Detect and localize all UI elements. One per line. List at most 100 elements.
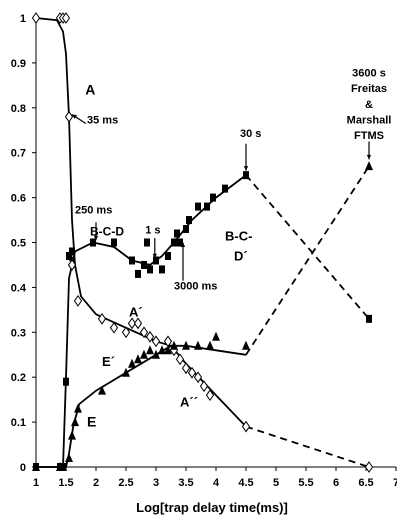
- diamond-marker: [193, 371, 203, 384]
- y-tick-label: 1: [20, 13, 26, 25]
- series-2-dashed-line: [245, 165, 370, 356]
- square-marker: [366, 314, 372, 323]
- y-tick-label: 0: [20, 462, 26, 474]
- diamond-marker: [151, 335, 161, 348]
- square-marker: [144, 238, 150, 247]
- y-tick-label: 0.8: [11, 103, 26, 115]
- diamond-marker: [241, 420, 251, 433]
- x-tick-label: 4.5: [238, 477, 253, 489]
- y-tick-label: 0.1: [11, 417, 26, 429]
- square-marker: [129, 256, 135, 265]
- triangle-marker: [74, 403, 82, 413]
- diamond-marker: [133, 317, 143, 330]
- square-marker: [90, 238, 96, 247]
- triangle-marker: [122, 367, 130, 377]
- square-marker: [165, 251, 171, 260]
- square-marker: [69, 247, 75, 256]
- series-2-solid-line: [36, 344, 247, 468]
- triangle-marker: [182, 340, 190, 350]
- diamond-marker: [67, 259, 77, 271]
- square-marker: [66, 251, 72, 260]
- x-tick-label: 1: [33, 477, 39, 489]
- y-tick-label: 0.6: [11, 193, 26, 205]
- y-tick-label: 0.9: [11, 58, 26, 70]
- diamond-marker: [97, 312, 107, 325]
- diamond-marker: [175, 353, 185, 366]
- annotation-arrows: [71, 114, 372, 281]
- diamond-marker: [139, 326, 149, 339]
- annotation-label: Marshall: [347, 115, 392, 127]
- square-marker: [222, 184, 228, 193]
- annotation-label: Freitas: [351, 83, 387, 95]
- series-1-dashed-line: [245, 174, 370, 320]
- diamond-marker: [364, 461, 374, 473]
- x-tick-label: 3.5: [178, 477, 193, 489]
- square-marker: [141, 260, 147, 269]
- x-axis-label: Log[trap delay time(ms)]: [136, 500, 288, 515]
- triangle-marker: [152, 349, 160, 359]
- annotation-label: &: [365, 99, 373, 111]
- annotation-label: B-C-D: [90, 224, 124, 238]
- diamond-marker: [31, 12, 41, 24]
- arrow-head: [93, 235, 99, 241]
- square-marker: [195, 202, 201, 211]
- annotation-label: B-C-: [225, 228, 252, 243]
- annotation-label: A: [85, 81, 95, 97]
- square-marker: [159, 265, 165, 274]
- y-tick-label: 0.2: [11, 372, 26, 384]
- square-marker: [183, 225, 189, 234]
- series-0-dashed-line: [245, 425, 370, 468]
- triangle-marker: [164, 345, 172, 355]
- triangle-marker: [140, 349, 148, 359]
- x-tick-label: 2: [93, 477, 99, 489]
- square-marker: [210, 193, 216, 202]
- y-tick-label: 0.5: [11, 238, 26, 250]
- triangle-marker: [59, 462, 67, 471]
- annotation-label: 250 ms: [75, 204, 112, 216]
- x-tick-label: 6: [333, 477, 339, 489]
- diamond-marker: [199, 380, 209, 393]
- x-tick-label: 1.5: [58, 477, 73, 489]
- triangle-marker: [365, 161, 373, 171]
- triangle-marker: [146, 345, 154, 355]
- diamond-marker: [127, 317, 137, 330]
- diamond-marker: [73, 294, 83, 307]
- annotation-label: 35 ms: [87, 115, 118, 127]
- square-marker: [171, 238, 177, 247]
- diamond-marker: [205, 389, 215, 402]
- diamond-marker: [145, 330, 155, 343]
- square-marker: [63, 377, 69, 386]
- y-tick-label: 0.3: [11, 327, 26, 339]
- data-markers: [31, 12, 374, 473]
- annotation-label: 3600 s: [352, 67, 386, 79]
- annotation-label: D´: [234, 248, 248, 263]
- annotation-label: E´: [102, 354, 115, 369]
- square-marker: [186, 216, 192, 225]
- diamond-marker: [181, 362, 191, 375]
- annotation-label: E: [87, 414, 96, 430]
- series-1-solid-line: [36, 174, 247, 468]
- x-tick-label: 4: [213, 477, 220, 489]
- triangle-marker: [212, 331, 220, 341]
- diamond-marker: [64, 110, 74, 123]
- annotation-label: 30 s: [240, 128, 261, 140]
- diamond-marker: [61, 12, 71, 24]
- diamond-marker: [121, 326, 131, 339]
- x-tick-label: 7: [393, 477, 397, 489]
- square-marker: [204, 202, 210, 211]
- triangle-marker: [65, 453, 73, 463]
- y-tick-label: 0.7: [11, 148, 26, 160]
- y-tick-label: 0.4: [11, 282, 27, 294]
- arrow-head: [152, 253, 157, 259]
- annotation-label: 1 s: [145, 225, 160, 237]
- square-marker: [177, 238, 183, 247]
- annotation-labels: A 35 ms 250 ms B-C-D 1 s 3000 ms B-C- D´ 30 s A´ E…: [75, 67, 391, 429]
- axes: 0 0.1 0.2 0.3 0.4 0.5 0.6 0.7 0.8 0.9 1 1 1.5 2 2.5 3 3.…: [11, 13, 397, 489]
- triangle-marker: [128, 358, 136, 368]
- annotation-label: FTMS: [354, 130, 384, 142]
- square-marker: [111, 238, 117, 247]
- square-marker: [243, 171, 249, 180]
- x-tick-label: 6.5: [358, 477, 373, 489]
- triangle-marker: [242, 340, 250, 350]
